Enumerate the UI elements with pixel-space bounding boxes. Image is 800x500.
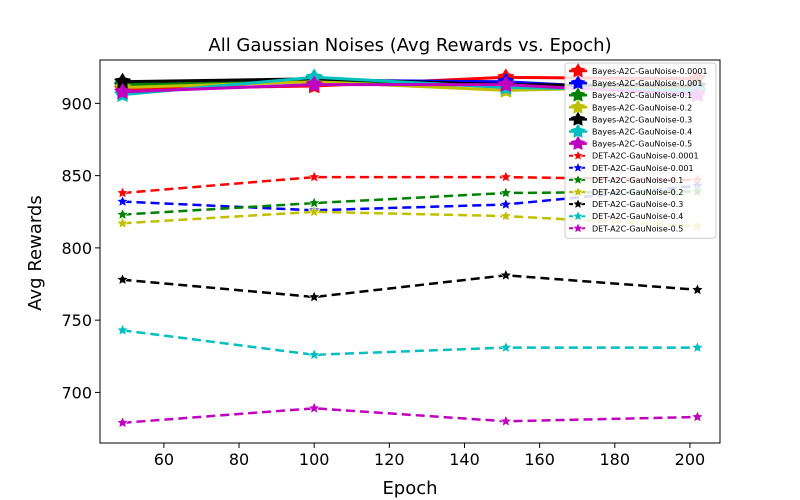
x-tick-label: 140: [449, 450, 480, 469]
legend-entry: DET-A2C-GauNoise-0.001: [592, 164, 694, 173]
data-point: [497, 75, 515, 92]
data-point: [305, 75, 323, 92]
data-point: [307, 170, 321, 183]
y-axis-label: Avg Rewards: [25, 195, 46, 310]
x-axis-label: Epoch: [382, 478, 437, 499]
legend-entry: DET-A2C-GauNoise-0.4: [592, 212, 683, 221]
x-tick-label: 200: [675, 450, 706, 469]
y-tick-label: 750: [61, 311, 92, 330]
legend-box: [564, 62, 717, 239]
legend-marker: [572, 197, 584, 210]
legend-entry: Bayes-A2C-GauNoise-0.001: [592, 79, 702, 88]
legend-entry: DET-A2C-GauNoise-0.5: [592, 224, 683, 233]
data-point: [499, 340, 513, 354]
legend: Bayes-A2C-GauNoise-0.0001 Bayes-A2C-GauNo…: [564, 62, 717, 239]
legend-marker: [572, 161, 584, 173]
data-point: [307, 401, 321, 414]
data-point: [499, 186, 513, 199]
legend-entry: DET-A2C-GauNoise-0.1: [592, 176, 683, 185]
legend-entry: DET-A2C-GauNoise-0.2: [592, 188, 683, 197]
y-tick-label: 850: [61, 167, 92, 186]
series-DET-A2C-GauNoise-0.3: [116, 268, 704, 303]
axes-frame: [99, 59, 721, 444]
x-tick-label: 100: [299, 450, 330, 469]
series-DET-A2C-GauNoise-0.4: [116, 323, 704, 361]
series-line: [122, 329, 698, 357]
legend-entry: Bayes-A2C-GauNoise-0.4: [592, 128, 692, 137]
legend-marker: [570, 111, 586, 126]
data-point: [116, 272, 130, 286]
x-tick-label: 60: [154, 450, 174, 469]
data-point: [113, 82, 132, 100]
legend-marker: [570, 75, 586, 90]
data-point: [307, 348, 321, 361]
legend-marker: [572, 149, 584, 161]
chart-title: All Gaussian Noises (Avg Rewards vs. Epo…: [208, 35, 611, 56]
legend-marker: [572, 185, 584, 198]
legend-marker: [572, 210, 584, 222]
legend-marker: [570, 99, 586, 114]
data-point: [499, 197, 513, 211]
series-line: [122, 274, 698, 299]
y-tick-label: 900: [61, 94, 92, 113]
data-point: [690, 410, 704, 423]
legend-marker: [570, 123, 586, 138]
data-point: [499, 209, 513, 222]
data-point: [307, 290, 321, 303]
legend-entry: Bayes-A2C-GauNoise-0.3: [592, 115, 692, 124]
legend-entry: Bayes-A2C-GauNoise-0.0001: [592, 67, 708, 76]
legend-marker: [572, 222, 584, 234]
data-point: [116, 323, 130, 336]
data-point: [499, 170, 513, 183]
legend-marker: [570, 63, 586, 78]
data-point: [690, 340, 704, 354]
series-line: [122, 407, 698, 425]
x-tick-label: 120: [374, 450, 405, 469]
y-tick-label: 700: [61, 383, 92, 402]
series-DET-A2C-GauNoise-0.5: [116, 401, 704, 429]
x-tick-label: 80: [229, 450, 249, 469]
data-point: [499, 268, 513, 281]
data-point: [116, 216, 130, 229]
x-tick-label: 160: [524, 450, 555, 469]
legend-entry: Bayes-A2C-GauNoise-0.2: [592, 103, 692, 112]
legend-entry: DET-A2C-GauNoise-0.0001: [592, 152, 699, 161]
data-point: [307, 205, 321, 218]
legend-entry: Bayes-A2C-GauNoise-0.1: [592, 91, 692, 100]
legend-entry: DET-A2C-GauNoise-0.3: [592, 200, 683, 209]
x-tick-label: 180: [600, 450, 631, 469]
legend-marker: [570, 87, 586, 102]
legend-entry: Bayes-A2C-GauNoise-0.5: [592, 140, 692, 149]
legend-marker: [572, 173, 584, 185]
data-point: [499, 414, 513, 427]
data-point: [116, 416, 130, 429]
legend-marker: [570, 135, 586, 150]
data-point: [690, 283, 704, 296]
y-tick-label: 800: [61, 239, 92, 258]
data-point: [116, 194, 130, 208]
